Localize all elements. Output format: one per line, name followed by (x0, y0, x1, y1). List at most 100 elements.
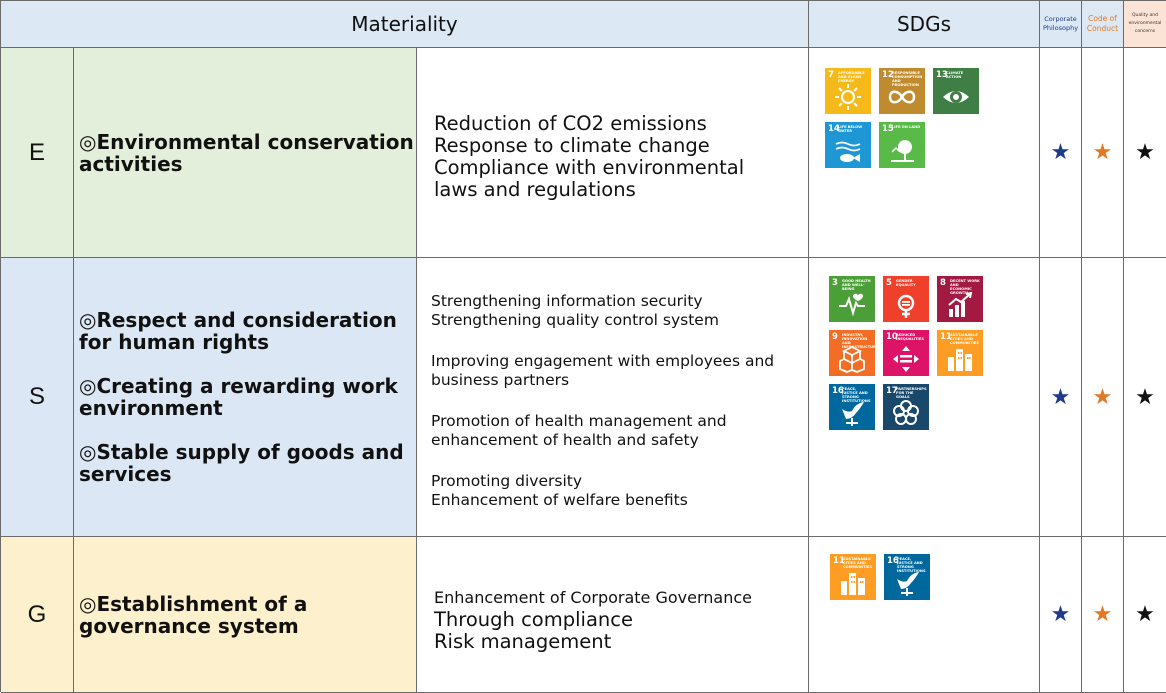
sdg-title: CLIMATE ACTION (946, 71, 964, 79)
city-icon (841, 573, 865, 595)
row-g-quality-star: ★ (1124, 537, 1166, 693)
sdg-number: 7 (828, 70, 834, 80)
flower-rings-icon (893, 400, 919, 425)
sdg-12-icon: 12 RESPONSIBLE CONSUMPTION AND PRODUCTION (879, 68, 925, 114)
row-s-philosophy-star: ★ (1040, 258, 1082, 537)
activity-line: Strengthening information security (431, 292, 703, 310)
row-g-sdgs: 11 SUSTAINABLE CITIES AND COMMUNITIES 16 P… (809, 537, 1040, 693)
activity-group: Promoting diversity Enhancement of welfa… (431, 472, 808, 510)
sdg-10-icon: 10 REDUCED INEQUALITIES (883, 330, 929, 376)
code-of-conduct-header: Code of Conduct (1082, 1, 1124, 48)
letter-g: G (27, 600, 47, 628)
materiality-item: ◎Creating a rewarding work environment (79, 374, 398, 420)
sdg-number: 9 (832, 332, 838, 342)
quality-environment-header: Quality and environmental concerns (1124, 1, 1166, 48)
sdg-number: 16 (887, 556, 899, 566)
sdg-number: 14 (828, 124, 840, 134)
activity-group: Promotion of health management and enhan… (431, 412, 808, 450)
navy-star-icon: ★ (1050, 384, 1071, 410)
corporate-philosophy-header: Corporate Philosophy (1040, 1, 1082, 48)
black-star-icon: ★ (1135, 602, 1155, 627)
row-e-materiality: ◎Environmental conservation activities (74, 48, 417, 258)
sdg-title: DECENT WORK AND ECONOMIC GROWTH (950, 279, 980, 295)
row-s-activities: Strengthening information security Stren… (417, 258, 809, 537)
sdg-8-icon: 8 DECENT WORK AND ECONOMIC GROWTH (937, 276, 983, 322)
activity-line: Enhancement of Corporate Governance (434, 587, 753, 607)
code-of-conduct-label: Code of Conduct (1086, 14, 1119, 33)
activity-group: Improving engagement with employees and … (431, 352, 808, 390)
row-e-philosophy-star: ★ (1040, 48, 1082, 258)
black-star-icon: ★ (1135, 140, 1155, 165)
orange-star-icon: ★ (1092, 384, 1113, 410)
row-e-sdgs: 7 AFFORDABLE AND CLEAN ENERGY 12 RESPONSIB… (809, 48, 1040, 258)
sdg-title: INDUSTRY, INNOVATION AND INFRASTRUCTURE (842, 333, 875, 349)
sdg-title: SUSTAINABLE CITIES AND COMMUNITIES (950, 333, 979, 345)
sdg-16-icon: 16 PEACE, JUSTICE AND STRONG INSTITUTIONS (884, 554, 930, 600)
row-s-materiality: ◎Respect and consideration for human rig… (74, 258, 417, 537)
sdg-number: 12 (882, 70, 894, 80)
sdg-3-icon: 3 GOOD HEALTH AND WELL-BEING (829, 276, 875, 322)
sdg-title: RESPONSIBLE CONSUMPTION AND PRODUCTION (892, 71, 923, 87)
sdg-title: SUSTAINABLE CITIES AND COMMUNITIES (843, 557, 872, 569)
sdg-number: 15 (882, 124, 894, 134)
sdg-9-icon: 9 INDUSTRY, INNOVATION AND INFRASTRUCTURE (829, 330, 875, 376)
activity-line: Risk management (434, 629, 612, 653)
sdg-15-icon: 15 LIFE ON LAND (879, 122, 925, 168)
sdg-number: 17 (886, 386, 898, 396)
row-e-letter: E (1, 48, 74, 258)
row-s-quality-star: ★ (1124, 258, 1166, 537)
black-star-icon: ★ (1135, 384, 1155, 410)
sdg-title: GOOD HEALTH AND WELL-BEING (842, 279, 871, 291)
sdg-11-icon: 11 SUSTAINABLE CITIES AND COMMUNITIES (830, 554, 876, 600)
sun-icon (835, 84, 861, 110)
sdg-title: GENDER EQUALITY (896, 279, 916, 287)
activity-line: Response to climate change (434, 133, 710, 157)
activity-line: Promotion of health management and enhan… (431, 412, 727, 449)
row-e-conduct-star: ★ (1082, 48, 1124, 258)
row-g-materiality: ◎Establishment of a governance system (74, 537, 417, 693)
activity-line: Promoting diversity (431, 472, 583, 490)
sdg-5-icon: 5 GENDER EQUALITY (883, 276, 929, 322)
sdg-number: 3 (832, 278, 838, 288)
sdg-13-icon: 13 CLIMATE ACTION (933, 68, 979, 114)
sdgs-header: SDGs (809, 1, 1040, 48)
sdg-number: 5 (886, 278, 892, 288)
eye-globe-icon (943, 91, 969, 103)
materiality-item: ◎Respect and consideration for human rig… (79, 308, 397, 354)
sdg-title: AFFORDABLE AND CLEAN ENERGY (838, 71, 865, 83)
fish-icon (835, 141, 861, 162)
navy-star-icon: ★ (1050, 140, 1071, 165)
tree-icon (891, 140, 914, 162)
corporate-philosophy-label: Corporate Philosophy (1042, 15, 1079, 32)
sdg-title: PEACE, JUSTICE AND STRONG INSTITUTIONS (897, 557, 926, 573)
materiality-header: Materiality (1, 1, 809, 48)
row-s-letter: S (1, 258, 74, 537)
sdg-title: REDUCED INEQUALITIES (896, 333, 924, 341)
materiality-header-label: Materiality (351, 12, 458, 36)
row-g-philosophy-star: ★ (1040, 537, 1082, 693)
row-e-quality-star: ★ (1124, 48, 1166, 258)
sdg-number: 11 (940, 332, 952, 342)
orange-star-icon: ★ (1092, 602, 1113, 627)
activity-line: Strengthening quality control system (431, 311, 719, 329)
navy-star-icon: ★ (1050, 602, 1071, 627)
sdg-14-icon: 14 LIFE BELOW WATER (825, 122, 871, 168)
sdg-number: 16 (832, 386, 844, 396)
sdg-title: PEACE, JUSTICE AND STRONG INSTITUTIONS (842, 387, 871, 403)
sdg-number: 13 (936, 70, 948, 80)
sdg-number: 11 (833, 556, 845, 566)
activity-group: Strengthening information security Stren… (431, 292, 808, 330)
sdgs-header-label: SDGs (896, 12, 951, 36)
city-icon (948, 349, 972, 371)
activity-line: Reduction of CO2 emissions (434, 111, 707, 135)
row-g-letter: G (1, 537, 74, 693)
cubes-icon (839, 345, 865, 373)
row-s-conduct-star: ★ (1082, 258, 1124, 537)
materiality-item: ◎Environmental conservation activities (79, 129, 414, 176)
heartbeat-icon (839, 293, 865, 317)
materiality-item: ◎Establishment of a governance system (79, 591, 308, 638)
sdg-title: PARTNERSHIPS FOR THE GOALS (896, 387, 927, 399)
letter-s: S (28, 383, 45, 410)
sdg-number: 8 (940, 278, 946, 288)
